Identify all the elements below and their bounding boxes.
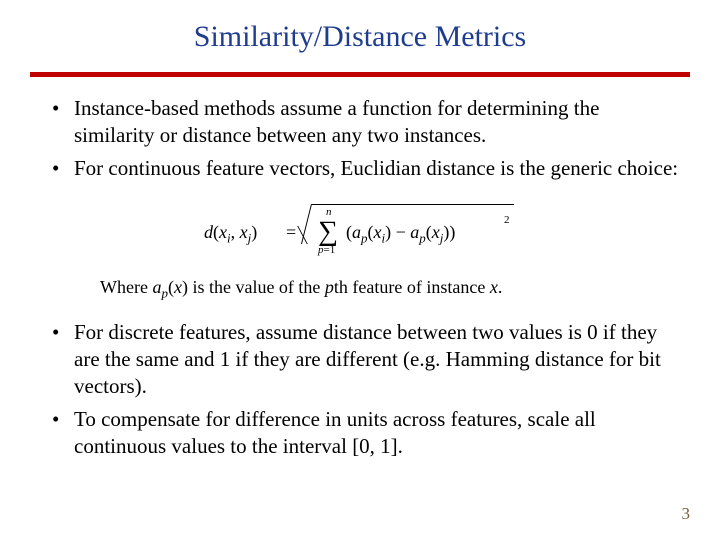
formula-paren: ) — [251, 222, 257, 242]
formula-x: x — [432, 222, 440, 242]
sigma-upper-limit: n — [326, 206, 332, 218]
bullet-list-top: Instance-based methods assume a function… — [40, 95, 680, 182]
sqrt-bar — [312, 204, 514, 205]
euclidean-distance-formula: d(xi, xj) = ∑ n p=1 (ap(xi) − ap(xj)) 2 — [204, 200, 516, 260]
list-item: Instance-based methods assume a function… — [74, 95, 680, 149]
where-x: x — [490, 277, 498, 297]
formula-minus: − — [391, 222, 410, 242]
where-x: x — [174, 277, 182, 297]
formula-a: a — [352, 222, 361, 242]
bullet-list-bottom: For discrete features, assume distance b… — [40, 319, 680, 459]
formula-eq1: =1 — [324, 244, 336, 256]
formula-block: d(xi, xj) = ∑ n p=1 (ap(xi) − ap(xj)) 2 — [40, 200, 680, 265]
formula-x: x — [219, 222, 227, 242]
formula-summand: (ap(xi) − ap(xj)) — [346, 222, 455, 247]
formula-where-clause: Where ap(x) is the value of the pth feat… — [100, 277, 680, 302]
formula-d: d — [204, 222, 213, 242]
slide: Similarity/Distance Metrics Instance-bas… — [0, 0, 720, 540]
title-rule — [30, 72, 690, 77]
where-text: th feature of instance — [334, 277, 490, 297]
slide-body: Instance-based methods assume a function… — [0, 95, 720, 460]
slide-number: 3 — [682, 504, 691, 524]
list-item: For discrete features, assume distance b… — [74, 319, 680, 400]
formula-equals: = — [286, 222, 296, 243]
where-text: . — [498, 277, 503, 297]
formula-a: a — [410, 222, 419, 242]
formula-comma: , — [231, 222, 240, 242]
where-text: is the value of the — [188, 277, 325, 297]
list-item: To compensate for difference in units ac… — [74, 406, 680, 460]
sigma-lower-limit: p=1 — [318, 244, 335, 256]
where-text: Where — [100, 277, 152, 297]
formula-paren: ) — [449, 222, 455, 242]
list-item: For continuous feature vectors, Euclidia… — [74, 155, 680, 182]
where-p: p — [325, 277, 334, 297]
formula-x: x — [240, 222, 248, 242]
formula-lhs: d(xi, xj) — [204, 222, 257, 247]
formula-squared: 2 — [504, 214, 510, 226]
slide-title: Similarity/Distance Metrics — [0, 0, 720, 64]
